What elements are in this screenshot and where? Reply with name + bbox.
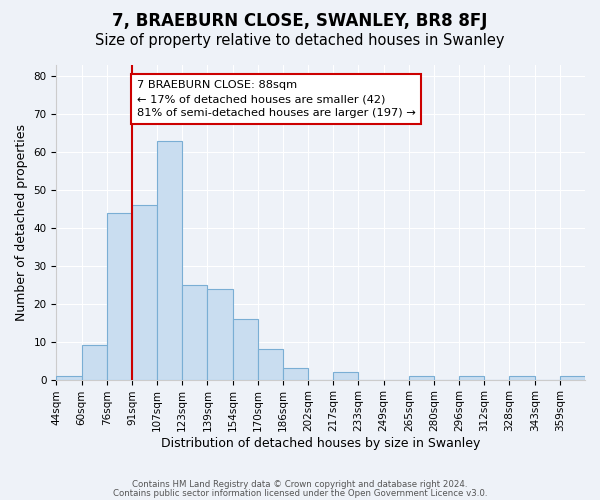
Bar [208, 288, 233, 380]
Bar [509, 376, 535, 380]
Text: 7, BRAEBURN CLOSE, SWANLEY, BR8 8FJ: 7, BRAEBURN CLOSE, SWANLEY, BR8 8FJ [112, 12, 488, 30]
Text: 7 BRAEBURN CLOSE: 88sqm
← 17% of detached houses are smaller (42)
81% of semi-de: 7 BRAEBURN CLOSE: 88sqm ← 17% of detache… [137, 80, 416, 118]
X-axis label: Distribution of detached houses by size in Swanley: Distribution of detached houses by size … [161, 437, 481, 450]
Bar [258, 350, 283, 380]
Text: Size of property relative to detached houses in Swanley: Size of property relative to detached ho… [95, 32, 505, 48]
Bar [107, 213, 132, 380]
Bar [56, 376, 82, 380]
Bar [233, 319, 258, 380]
Bar [82, 346, 107, 380]
Bar [409, 376, 434, 380]
Bar [157, 141, 182, 380]
Bar [283, 368, 308, 380]
Text: Contains HM Land Registry data © Crown copyright and database right 2024.: Contains HM Land Registry data © Crown c… [132, 480, 468, 489]
Bar [560, 376, 585, 380]
Bar [333, 372, 358, 380]
Bar [132, 205, 157, 380]
Text: Contains public sector information licensed under the Open Government Licence v3: Contains public sector information licen… [113, 489, 487, 498]
Bar [182, 285, 208, 380]
Y-axis label: Number of detached properties: Number of detached properties [15, 124, 28, 321]
Bar [459, 376, 484, 380]
